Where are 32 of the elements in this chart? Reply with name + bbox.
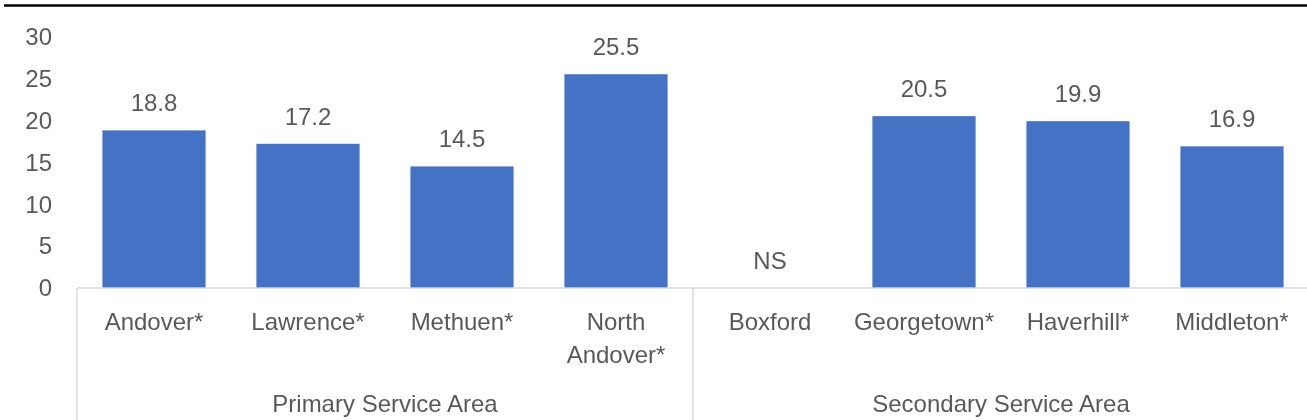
- bar: [410, 166, 514, 288]
- x-tick-label: Haverhill*: [1026, 308, 1130, 335]
- bar: [256, 143, 360, 288]
- x-tick-label: Georgetown*: [853, 308, 995, 335]
- data-label: 14.5: [438, 125, 486, 153]
- data-label: 19.9: [1054, 80, 1102, 108]
- data-label: 18.8: [130, 89, 178, 117]
- text: Secondary Service Area: [872, 390, 1131, 417]
- bar: [564, 74, 668, 288]
- bar: [102, 130, 206, 288]
- x-tick-label: Methuen*: [410, 308, 514, 335]
- y-tick-label: 25: [25, 64, 52, 92]
- y-tick-label: 5: [38, 232, 52, 260]
- data-label: 20.5: [900, 75, 948, 103]
- data-label: 16.9: [1208, 105, 1256, 133]
- y-tick-label: 15: [25, 148, 52, 176]
- y-tick-label: 20: [25, 106, 52, 134]
- bar: [872, 116, 976, 288]
- x-tick-label: Lawrence*: [251, 308, 365, 335]
- x-tick-label: Boxford: [728, 308, 812, 335]
- data-label: 25.5: [592, 33, 640, 61]
- y-tick-label: 30: [25, 22, 52, 50]
- x-tick-label: Middleton*: [1175, 308, 1289, 335]
- y-tick-label: 10: [25, 190, 52, 218]
- data-label: 17.2: [284, 102, 332, 130]
- y-tick-label: 0: [38, 274, 52, 302]
- x-tick-label: Andover*: [104, 308, 204, 335]
- x-tick-label: North Andover*: [566, 308, 666, 368]
- bar: [1180, 146, 1284, 288]
- text: Primary Service Area: [272, 390, 499, 417]
- text: NS: [753, 247, 787, 274]
- bar: [1026, 121, 1130, 288]
